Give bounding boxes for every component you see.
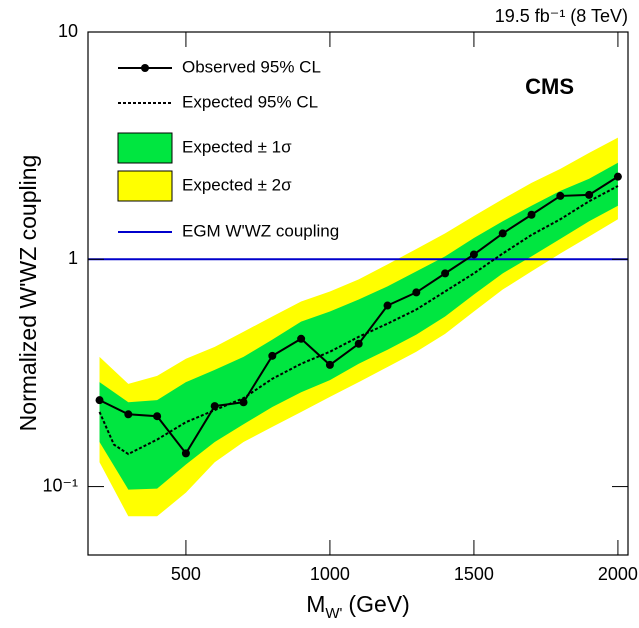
x-tick-label: 500 — [171, 564, 201, 584]
x-tick-label: 1500 — [454, 564, 494, 584]
data-point — [268, 351, 277, 360]
data-point — [297, 334, 306, 343]
x-axis-title-sub: W' — [325, 605, 342, 622]
y-tick-label: 10⁻¹ — [42, 475, 78, 495]
data-point — [585, 190, 594, 199]
data-point — [469, 250, 478, 259]
data-point — [556, 191, 565, 200]
data-point — [210, 402, 219, 411]
y-axis-title: Normalized W'WZ coupling — [15, 155, 41, 432]
data-point — [325, 360, 334, 369]
x-axis-title-main: M — [306, 591, 325, 617]
annotation: 19.5 fb⁻¹ (8 TeV) — [495, 6, 628, 26]
data-point — [124, 410, 133, 419]
experiment-label: CMS — [525, 74, 574, 99]
data-point — [613, 172, 622, 181]
data-point — [354, 339, 363, 348]
x-tick-label: 1000 — [310, 564, 350, 584]
x-tick-label: 2000 — [598, 564, 638, 584]
band — [99, 162, 618, 490]
data-point — [239, 398, 248, 407]
plot-area — [88, 137, 628, 517]
data-point — [181, 449, 190, 458]
data-point — [95, 396, 104, 405]
legend-label: Expected ± 2σ — [182, 175, 292, 194]
data-point — [153, 412, 162, 421]
x-axis-title: MW' (GeV) — [306, 591, 410, 622]
legend-symbol — [141, 64, 149, 72]
data-point — [498, 229, 507, 238]
data-point — [441, 269, 450, 278]
series-line — [98, 185, 619, 456]
legend-symbol — [117, 132, 173, 164]
legend-label: Observed 95% CL — [182, 57, 321, 76]
data-point — [383, 301, 392, 310]
legend-label: Expected ± 1σ — [182, 137, 292, 156]
legend-label: Expected 95% CL — [182, 92, 318, 111]
legend-symbol — [117, 170, 173, 202]
data-point — [412, 288, 421, 297]
y-tick-label: 10 — [58, 21, 78, 41]
frame — [87, 31, 629, 556]
legend-label: EGM W'WZ coupling — [182, 221, 339, 240]
x-axis-title-unit: (GeV) — [348, 591, 409, 617]
y-tick-label: 1 — [68, 248, 78, 268]
data-point — [527, 210, 536, 219]
